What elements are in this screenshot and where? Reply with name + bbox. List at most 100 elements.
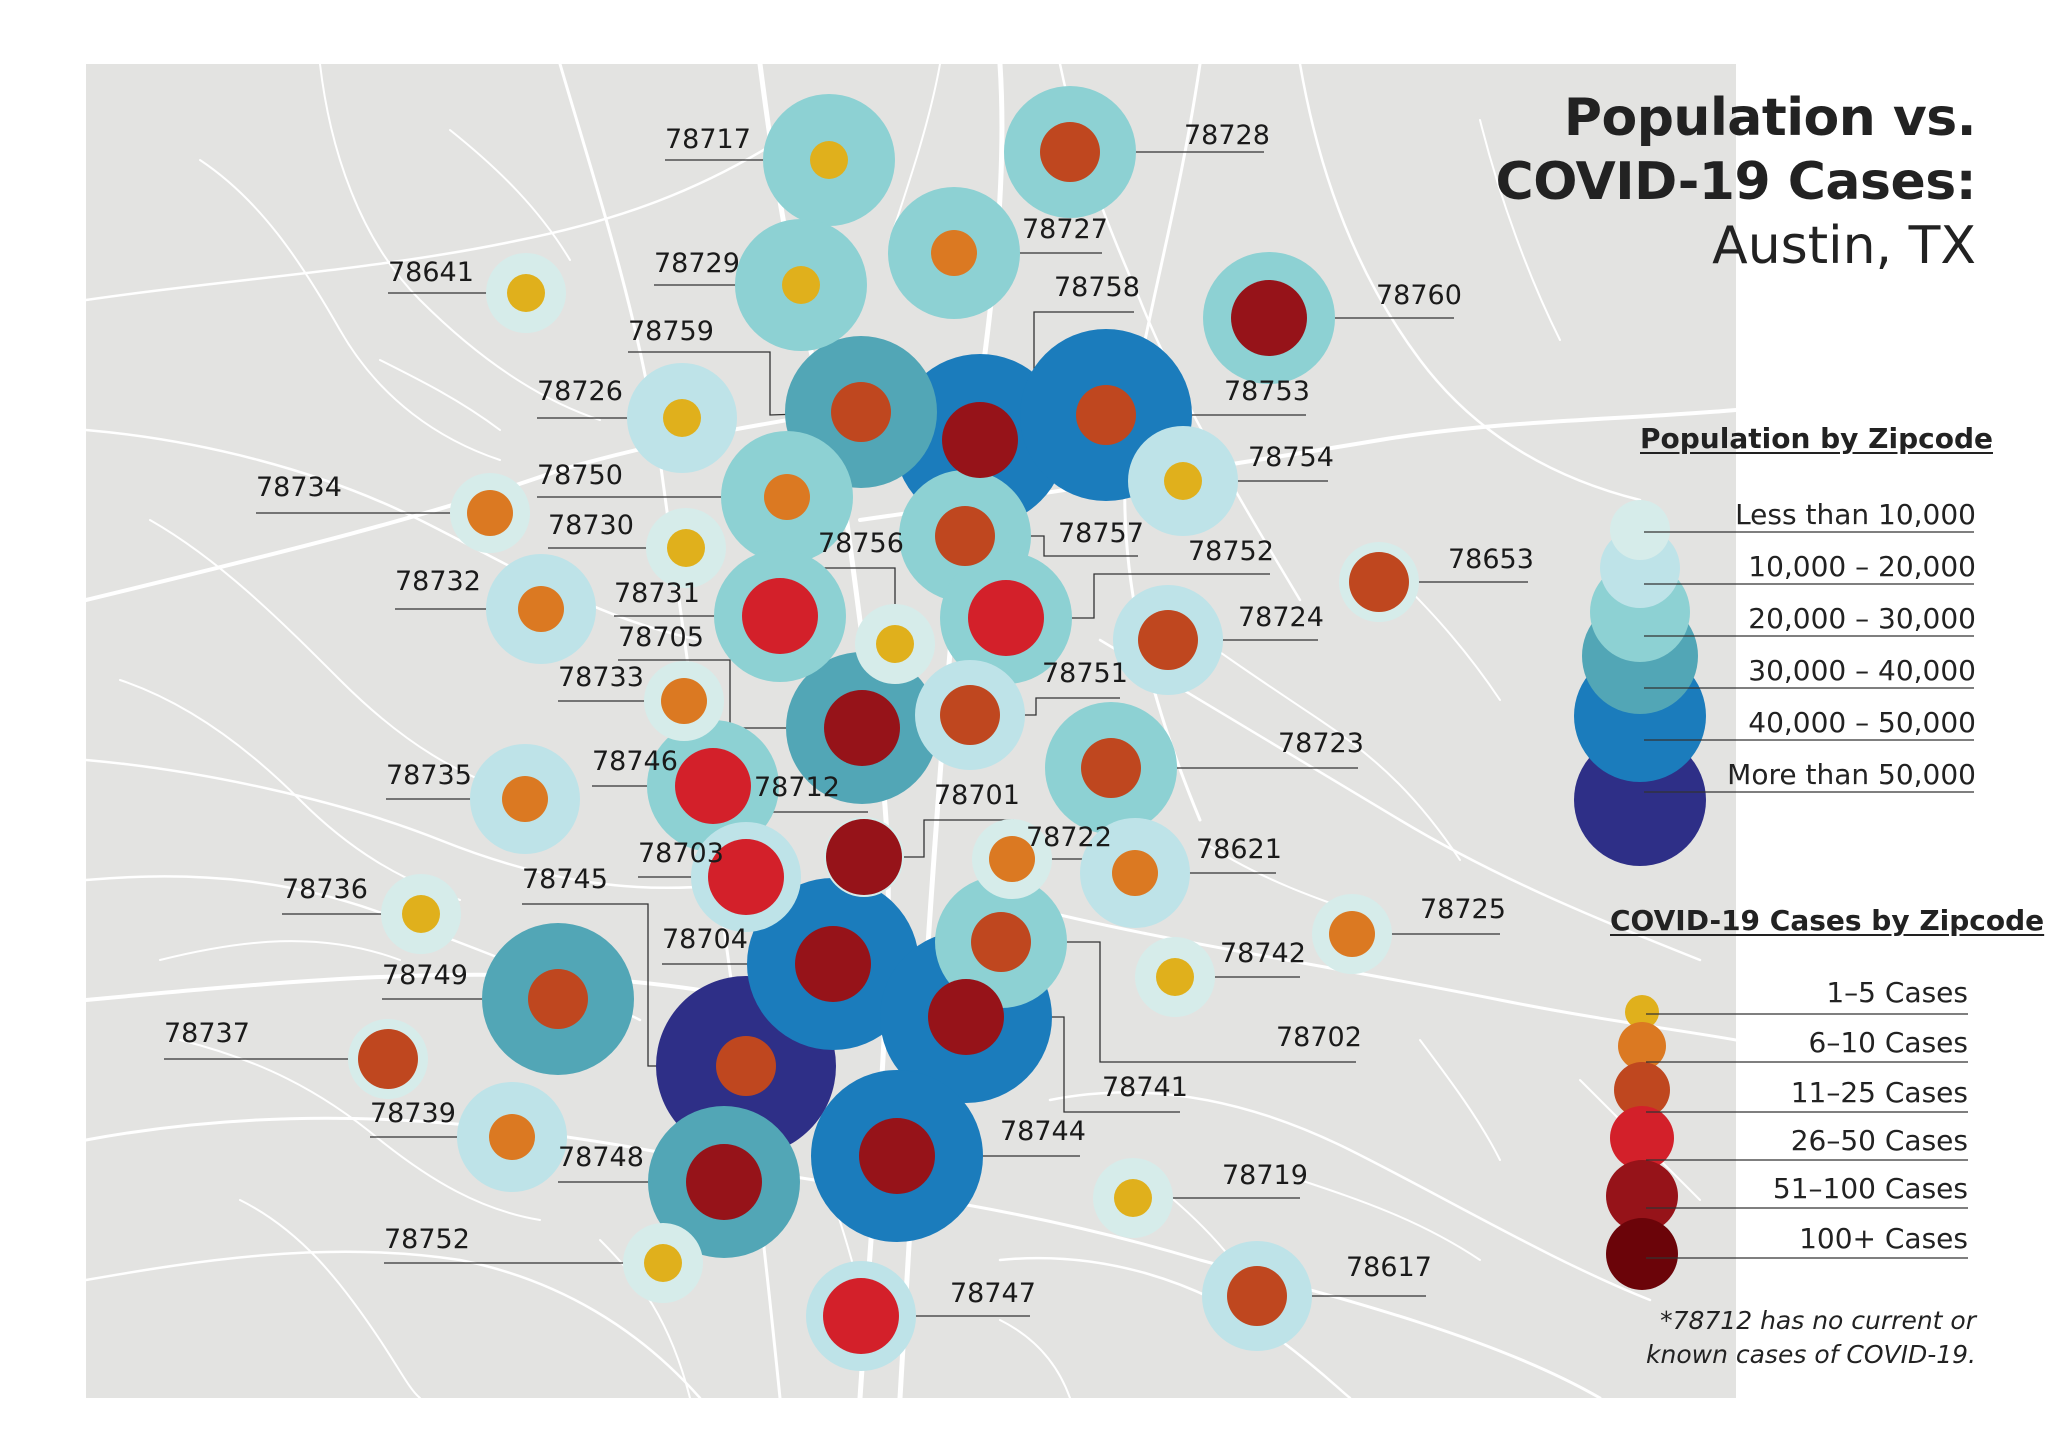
cases-bubble: [971, 912, 1031, 972]
zipcode-label: 78703: [638, 838, 724, 869]
cases-legend-label: 11–25 Cases: [1790, 1076, 1968, 1109]
zipcode-label: 78653: [1448, 544, 1534, 575]
zipcode-label: 78727: [1022, 214, 1108, 245]
cases-bubble: [1076, 385, 1136, 445]
zipcode-label: 78621: [1196, 834, 1282, 865]
zipcode-label: 78717: [665, 124, 751, 155]
road-line: [84, 428, 702, 642]
cases-bubble: [823, 1278, 899, 1354]
zipcode-label: 78733: [558, 662, 644, 693]
road-line: [84, 1250, 702, 1400]
cases-bubble: [716, 1036, 776, 1096]
road-line: [998, 898, 1738, 1042]
cases-bubble: [935, 506, 995, 566]
zipcode-label: 78723: [1278, 728, 1364, 759]
cases-bubble: [686, 1144, 762, 1220]
cases-legend-circle: [1610, 1106, 1674, 1170]
cases-bubble: [467, 490, 513, 536]
zipcode-label: 78726: [537, 376, 623, 407]
population-legend-circle: [1610, 500, 1670, 560]
footnote-line-1: *78712 has no current or: [1660, 1306, 1976, 1335]
road-line: [1299, 1179, 1481, 1261]
cases-bubble: [989, 836, 1035, 882]
road-line: [1419, 1039, 1501, 1161]
cases-legend-label: 51–100 Cases: [1772, 1172, 1968, 1205]
zipcode-label: 78752: [384, 1224, 470, 1255]
cases-legend-circle: [1614, 1062, 1670, 1118]
population-legend-label: Less than 10,000: [1735, 498, 1976, 531]
cases-bubble: [931, 230, 977, 276]
cases-legend-symbols: [1606, 995, 1968, 1290]
cases-bubble: [1329, 911, 1375, 957]
cases-bubble: [1114, 1179, 1152, 1217]
zipcode-label: 78730: [548, 510, 634, 541]
zipcode-label: 78753: [1224, 376, 1310, 407]
road-line: [319, 63, 601, 421]
title-line-2: COVID-19 Cases:: [1495, 152, 1977, 212]
cases-bubble: [1156, 958, 1194, 996]
cases-bubble: [663, 399, 701, 437]
cases-bubble: [402, 895, 440, 933]
cases-bubble: [824, 690, 900, 766]
road-line: [179, 1039, 541, 1221]
population-legend-label: More than 50,000: [1727, 758, 1976, 791]
road-line: [1479, 119, 1561, 341]
zipcode-label: 78749: [382, 960, 468, 991]
cases-bubble: [1349, 552, 1409, 612]
cases-bubble: [502, 776, 548, 822]
road-line: [1048, 1091, 1652, 1302]
road-line: [119, 679, 461, 901]
zipcode-label: 78750: [537, 460, 623, 491]
cases-bubble: [675, 748, 751, 824]
population-legend-label: 40,000 – 50,000: [1748, 706, 1976, 739]
cases-legend-label: 100+ Cases: [1799, 1222, 1968, 1255]
cases-bubble: [1231, 280, 1307, 356]
cases-legend-circle: [1625, 995, 1659, 1029]
zipcode-label: 78745: [522, 864, 608, 895]
road-line: [599, 1239, 691, 1399]
title-subtitle: Austin, TX: [1712, 216, 1976, 276]
zipcode-label: 78724: [1238, 602, 1324, 633]
zipcode-label: 78751: [1042, 658, 1128, 689]
zipcode-label: 78754: [1248, 442, 1334, 473]
cases-legend-label: 26–50 Cases: [1790, 1124, 1968, 1157]
zipcode-label: 78747: [950, 1278, 1036, 1309]
road-line: [84, 138, 782, 302]
title-line-1: Population vs.: [1563, 88, 1977, 148]
cases-legend-heading: COVID-19 Cases by Zipcode: [1610, 904, 2045, 937]
cases-bubble: [782, 266, 820, 304]
cases-legend-label: 1–5 Cases: [1826, 976, 1968, 1009]
zipcode-label: 78741: [1102, 1072, 1188, 1103]
zipcode-label: 78757: [1058, 518, 1144, 549]
cases-legend-circle: [1606, 1160, 1678, 1232]
zipcode-label: 78759: [628, 316, 714, 347]
cases-bubble: [859, 1118, 935, 1194]
road-line: [999, 1319, 1071, 1399]
cases-bubble: [528, 969, 588, 1029]
cases-bubble: [928, 979, 1004, 1055]
zipcode-label: 78760: [1376, 280, 1462, 311]
cases-bubble: [1040, 122, 1100, 182]
zipcode-labels: 78717 78728 78727 78729 78641 78758 78760 78759…: [164, 120, 1534, 1309]
road-line: [379, 359, 501, 431]
road-line: [889, 63, 941, 241]
road-line: [84, 758, 762, 890]
cases-bubble: [1164, 462, 1202, 500]
zipcode-label: 78739: [370, 1098, 456, 1129]
zipcode-label: 78725: [1420, 894, 1506, 925]
zipcode-label: 78752: [1188, 536, 1274, 567]
cases-bubble: [876, 625, 914, 663]
zipcode-label: 78705: [618, 622, 704, 653]
cases-bubble: [661, 678, 707, 724]
cases-bubble: [942, 402, 1018, 478]
zipcode-label: 78729: [654, 248, 740, 279]
zipcode-label: 78722: [1026, 822, 1112, 853]
population-legend-symbols: [1574, 500, 1974, 866]
road-line: [159, 940, 401, 961]
cases-bubble: [940, 685, 1000, 745]
zipcode-label: 78704: [662, 924, 748, 955]
zipcode-label: 78748: [558, 1142, 644, 1173]
cases-bubble: [1081, 738, 1141, 798]
